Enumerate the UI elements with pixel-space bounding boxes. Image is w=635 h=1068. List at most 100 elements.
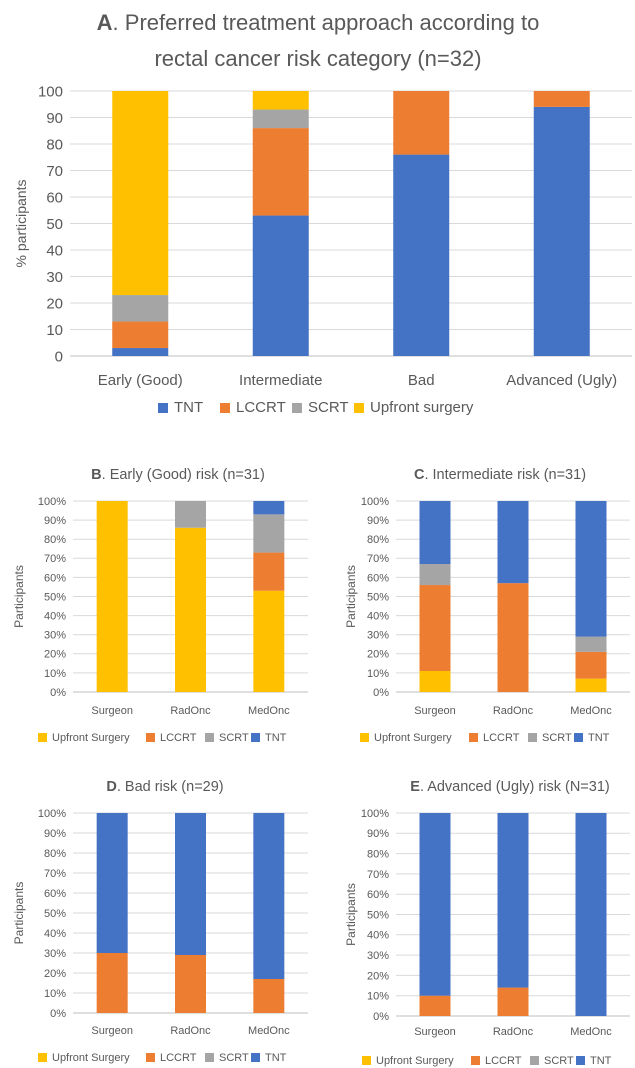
y-tick-label: 0%	[373, 687, 389, 699]
legend-label: Upfront Surgery	[374, 732, 452, 744]
y-tick-label: 70%	[44, 553, 66, 565]
y-tick-label: 100%	[38, 808, 66, 820]
chart-title-letter: E	[410, 779, 420, 795]
legend-swatch-scrt	[205, 1053, 214, 1062]
legend-label: LCCRT	[160, 1052, 197, 1064]
bar-segment-lccrt	[533, 91, 590, 107]
legend-label: LCCRT	[160, 732, 197, 744]
chart-b: B. Early (Good) risk (n=31) 0% 10% 20% 30% 40…	[12, 467, 308, 744]
y-tick-label: 60%	[44, 888, 66, 900]
bar-segment-upfront	[175, 527, 206, 692]
y-axis-label: Participants	[12, 882, 26, 945]
category-label: Surgeon	[414, 1026, 456, 1038]
chart-title-text: . Preferred treatment approach according…	[113, 10, 540, 35]
bar-segment-upfront	[112, 91, 169, 296]
y-tick-label: 90%	[44, 828, 66, 840]
y-tick-label: 10	[46, 322, 63, 339]
legend-swatch-scrt	[528, 733, 537, 742]
y-tick-label: 10%	[367, 991, 389, 1003]
bar-segment-upfront	[252, 91, 309, 110]
legend-swatch-upfront	[38, 1053, 47, 1062]
chart-title: D. Bad risk (n=29)	[106, 779, 223, 795]
y-tick-label: 20%	[367, 970, 389, 982]
y-tick-label: 100	[38, 83, 63, 100]
legend-label: LCCRT	[483, 732, 520, 744]
bar-segment-scrt	[175, 501, 206, 528]
bar-segment-tnt	[253, 813, 285, 979]
bar-segment-tnt	[252, 215, 309, 356]
category-label: Intermediate	[239, 372, 322, 389]
legend-label: SCRT	[219, 732, 249, 744]
y-tick-label: 50%	[367, 909, 389, 921]
bar-segment-lccrt	[112, 321, 169, 349]
bar-segment-scrt	[419, 564, 451, 586]
y-tick-label: 60	[46, 189, 63, 206]
y-tick-label: 50%	[44, 908, 66, 920]
y-axis-label: % participants	[13, 180, 29, 268]
y-tick-label: 70%	[367, 553, 389, 565]
legend-label: Upfront surgery	[370, 399, 474, 416]
legend-swatch-tnt	[251, 733, 260, 742]
legend-label: TNT	[265, 732, 287, 744]
y-tick-label: 90	[46, 110, 63, 127]
y-tick-label: 40%	[44, 928, 66, 940]
bar-segment-upfront	[96, 501, 128, 692]
chart-c: C. Intermediate risk (n=31) 0% 10% 20% 30% 40…	[344, 467, 630, 744]
chart-title-line1: A. Preferred treatment approach accordin…	[97, 10, 540, 35]
y-tick-label: 30%	[44, 948, 66, 960]
category-label: RadOnc	[493, 705, 534, 717]
y-tick-label: 40%	[367, 930, 389, 942]
legend-swatch-upfront	[38, 733, 47, 742]
chart-title: E. Advanced (Ugly) risk (N=31)	[410, 779, 609, 795]
bar-segment-lccrt	[497, 987, 529, 1016]
legend-swatch-scrt	[205, 733, 214, 742]
legend-label: TNT	[174, 399, 203, 416]
category-label: RadOnc	[170, 705, 211, 717]
legend-swatch-scrt	[530, 1056, 539, 1065]
bar-segment-lccrt	[419, 585, 451, 671]
y-axis-label: Participants	[344, 883, 358, 946]
bar-segment-scrt	[253, 514, 285, 553]
chart-title: B. Early (Good) risk (n=31)	[91, 467, 265, 483]
bar-segment-scrt	[252, 109, 309, 129]
y-tick-label: 20%	[367, 649, 389, 661]
bar-segment-scrt	[112, 295, 169, 322]
y-tick-label: 0%	[50, 1008, 66, 1020]
legend-swatch-tnt	[576, 1056, 585, 1065]
bar-segment-tnt	[533, 106, 590, 357]
y-tick-label: 80%	[44, 534, 66, 546]
bar-segment-tnt	[497, 813, 529, 988]
category-label: Advanced (Ugly)	[506, 372, 617, 389]
y-tick-label: 40	[46, 242, 63, 259]
y-tick-label: 40%	[44, 610, 66, 622]
bar-segment-upfront	[419, 670, 451, 692]
y-tick-label: 20	[46, 295, 63, 312]
y-tick-label: 30	[46, 269, 63, 286]
y-tick-label: 50%	[367, 591, 389, 603]
bar-segment-lccrt	[253, 552, 285, 591]
category-label: Surgeon	[91, 1025, 133, 1037]
legend-swatch-lccrt	[146, 1053, 155, 1062]
legend-swatch-tnt	[251, 1053, 260, 1062]
y-tick-label: 50%	[44, 591, 66, 603]
legend-label: TNT	[265, 1052, 287, 1064]
chart-a: A. Preferred treatment approach accordin…	[13, 10, 632, 416]
y-tick-label: 80%	[367, 534, 389, 546]
chart-title: C. Intermediate risk (n=31)	[414, 467, 586, 483]
legend-label: Upfront Surgery	[376, 1055, 454, 1067]
chart-e: E. Advanced (Ugly) risk (N=31) 0% 10% 20% 30…	[344, 779, 630, 1067]
y-tick-label: 60%	[367, 572, 389, 584]
bar-segment-tnt	[419, 501, 451, 565]
y-tick-label: 20%	[44, 649, 66, 661]
y-tick-label: 80	[46, 136, 63, 153]
chart-title-text: . Early (Good) risk (n=31)	[102, 467, 265, 483]
y-tick-label: 0%	[50, 687, 66, 699]
y-tick-label: 10%	[44, 988, 66, 1000]
bar-segment-tnt	[497, 501, 529, 584]
chart-title-letter: A	[97, 10, 113, 35]
y-tick-label: 100%	[38, 496, 66, 508]
legend-label: Upfront Surgery	[52, 732, 130, 744]
bar-segment-lccrt	[96, 953, 128, 1013]
bar-segment-tnt	[575, 813, 607, 1016]
